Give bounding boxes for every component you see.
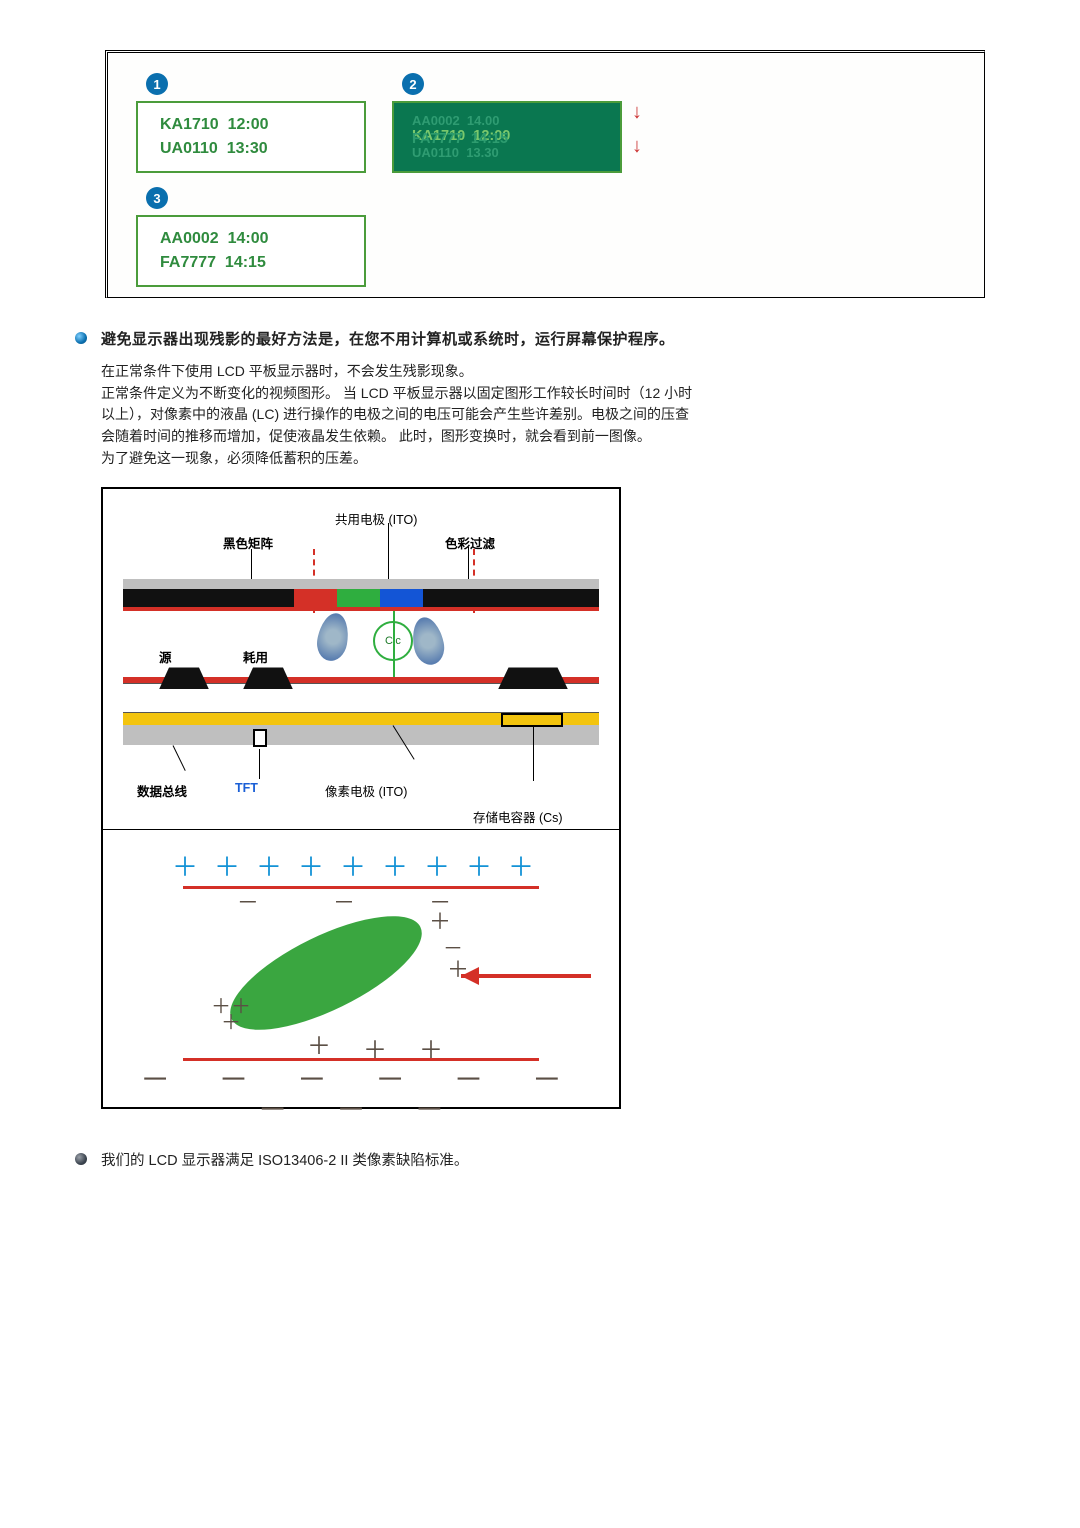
leader-tft [259, 749, 260, 779]
panel-2-ghost-top: AA0002 14.00 [412, 114, 620, 128]
panel-3-line-2: FA7777 14:15 [160, 251, 364, 275]
panel-1-line-2: UA0110 13:30 [160, 137, 364, 161]
panel-3-line-1: AA0002 14:00 [160, 227, 364, 251]
panel-2-arrow-2: ↓ [632, 135, 642, 158]
panel-3-badge: 3 [146, 187, 168, 209]
polarity-plus-row: ＋＋＋＋＋＋＋＋＋ [103, 854, 619, 880]
bullet-2-text: 我们的 LCD 显示器满足 ISO13406-2 II 类像素缺陷标准。 [101, 1149, 468, 1170]
rgb-red [294, 589, 337, 607]
label-black-matrix: 黑色矩阵 [223, 533, 273, 552]
panel-1-wrap: 1 KA1710 12:00 UA0110 13:30 [136, 73, 366, 173]
panel-2-ghost-bottom: UA0110 13.30 [412, 146, 620, 160]
figure-example-panels: 1 KA1710 12:00 UA0110 13:30 2 AA0002 14.… [105, 50, 985, 298]
label-color-filter: 色彩过滤 [445, 533, 495, 552]
label-data-bus: 数据总线 [137, 781, 187, 800]
storage-cap [501, 713, 563, 727]
polarity-redline-top [183, 886, 539, 889]
tft-box [253, 729, 267, 747]
bullet-2-icon [75, 1153, 87, 1165]
label-drain: 耗用 [243, 647, 268, 666]
panel-3: AA0002 14:00 FA7777 14:15 [136, 215, 366, 287]
polarity-minus-row: － － － － － － － － － [103, 1066, 619, 1126]
panel-2-wrap: 2 AA0002 14.00 KA1710 12:00 FA7777 14:15… [392, 73, 622, 173]
label-common-electrode: 共用电极 (ITO) [335, 509, 417, 528]
layer-common-electrode [123, 607, 599, 611]
bullet-1-body: 在正常条件下使用 LCD 平板显示器时，不会发生残影现象。 正常条件定义为不断变… [101, 361, 701, 469]
figure2-section-cross: 共用电极 (ITO) 黑色矩阵 色彩过滤 Clc [103, 489, 619, 829]
rgb-blue [380, 589, 423, 607]
polarity-red-arrow-shaft [461, 974, 591, 978]
leader-storage-cap [533, 727, 534, 781]
bullet-1-heading: 避免显示器出现残影的最好方法是，在您不用计算机或系统时，运行屏幕保护程序。 [101, 328, 675, 349]
panel-1-badge: 1 [146, 73, 168, 95]
bullet-1-icon [75, 332, 87, 344]
panel-1: KA1710 12:00 UA0110 13:30 [136, 101, 366, 173]
panel-2-arrow-1: ↓ [632, 101, 642, 124]
bullet-2: 我们的 LCD 显示器满足 ISO13406-2 II 类像素缺陷标准。 [75, 1149, 985, 1170]
label-pixel-electrode: 像素电极 (ITO) [325, 781, 407, 800]
figure-lcd-cross-section: 共用电极 (ITO) 黑色矩阵 色彩过滤 Clc [101, 487, 621, 1109]
polarity-minus-top: － － － [103, 892, 619, 914]
clc-vline [393, 611, 395, 679]
panel-3-wrap: 3 AA0002 14:00 FA7777 14:15 [136, 187, 366, 287]
label-source: 源 [159, 647, 172, 666]
rgb-green [337, 589, 380, 607]
polarity-redline-bottom [183, 1058, 539, 1061]
panel-2: AA0002 14.00 KA1710 12:00 FA7777 14:15 U… [392, 101, 622, 173]
layer-bottom-glass [123, 725, 599, 745]
panel-2-overlay-b: FA7777 14:15 [412, 131, 508, 147]
label-tft: TFT [235, 781, 258, 795]
panel-2-overlay: KA1710 12:00 FA7777 14:15 [412, 128, 620, 146]
polarity-red-arrow-head [461, 967, 479, 985]
leader-data-bus [173, 746, 186, 772]
scatter-plus-5: ＋＋ [211, 990, 251, 1019]
layer-black-matrix [123, 589, 599, 607]
panel-2-badge: 2 [402, 73, 424, 95]
panel-1-line-1: KA1710 12:00 [160, 113, 364, 137]
bullet-1: 避免显示器出现残影的最好方法是，在您不用计算机或系统时，运行屏幕保护程序。 [75, 328, 985, 349]
label-storage-cap: 存储电容器 (Cs) [473, 807, 563, 826]
scatter-plus-3: ＋ [307, 1026, 331, 1061]
figure2-section-polarity: ＋＋＋＋＋＋＋＋＋ － － － ＋ － ＋ ＋ ＋＋ ＋ ＋ ＋ － － － －… [103, 829, 619, 1107]
bump-right [498, 667, 568, 689]
